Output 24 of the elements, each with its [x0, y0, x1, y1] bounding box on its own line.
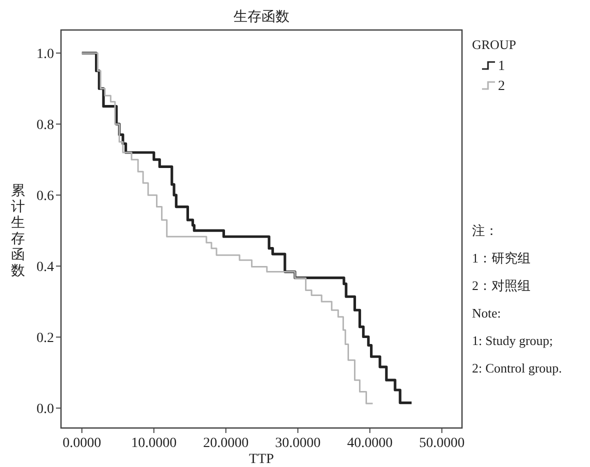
- text: 1: Study group;: [472, 333, 553, 348]
- x-tick-label: 40.0000: [347, 436, 393, 451]
- y-tick-label: 0.4: [36, 260, 54, 276]
- y-tick-label: 0.8: [36, 118, 54, 134]
- y-tick-label: 1.0: [36, 47, 54, 62]
- y-tick-label: 0.6: [36, 189, 54, 204]
- text: 1：研究组: [472, 250, 530, 266]
- text: 注：: [472, 223, 498, 238]
- chart-title: 生存函数: [234, 9, 290, 25]
- x-axis-title: TTP: [249, 452, 274, 467]
- x-tick-label: 10.0000: [131, 436, 177, 451]
- x-tick-label: 20.0000: [203, 436, 249, 451]
- y-tick-label: 0.2: [36, 331, 54, 346]
- x-tick-label: 0.0000: [62, 436, 102, 451]
- x-tick-label: 30.0000: [275, 436, 321, 451]
- legend-label: 1: [498, 59, 505, 74]
- y-axis-title: 累计生存函数: [11, 184, 25, 279]
- legend-title: GROUP: [472, 37, 516, 52]
- text: 2：对照组: [472, 278, 530, 293]
- y-tick-label: 0.0: [36, 402, 54, 418]
- text: 2: Control group.: [472, 360, 562, 376]
- text: Note:: [472, 306, 501, 320]
- x-tick-label: 50.0000: [419, 436, 465, 451]
- legend-label: 2: [498, 79, 505, 94]
